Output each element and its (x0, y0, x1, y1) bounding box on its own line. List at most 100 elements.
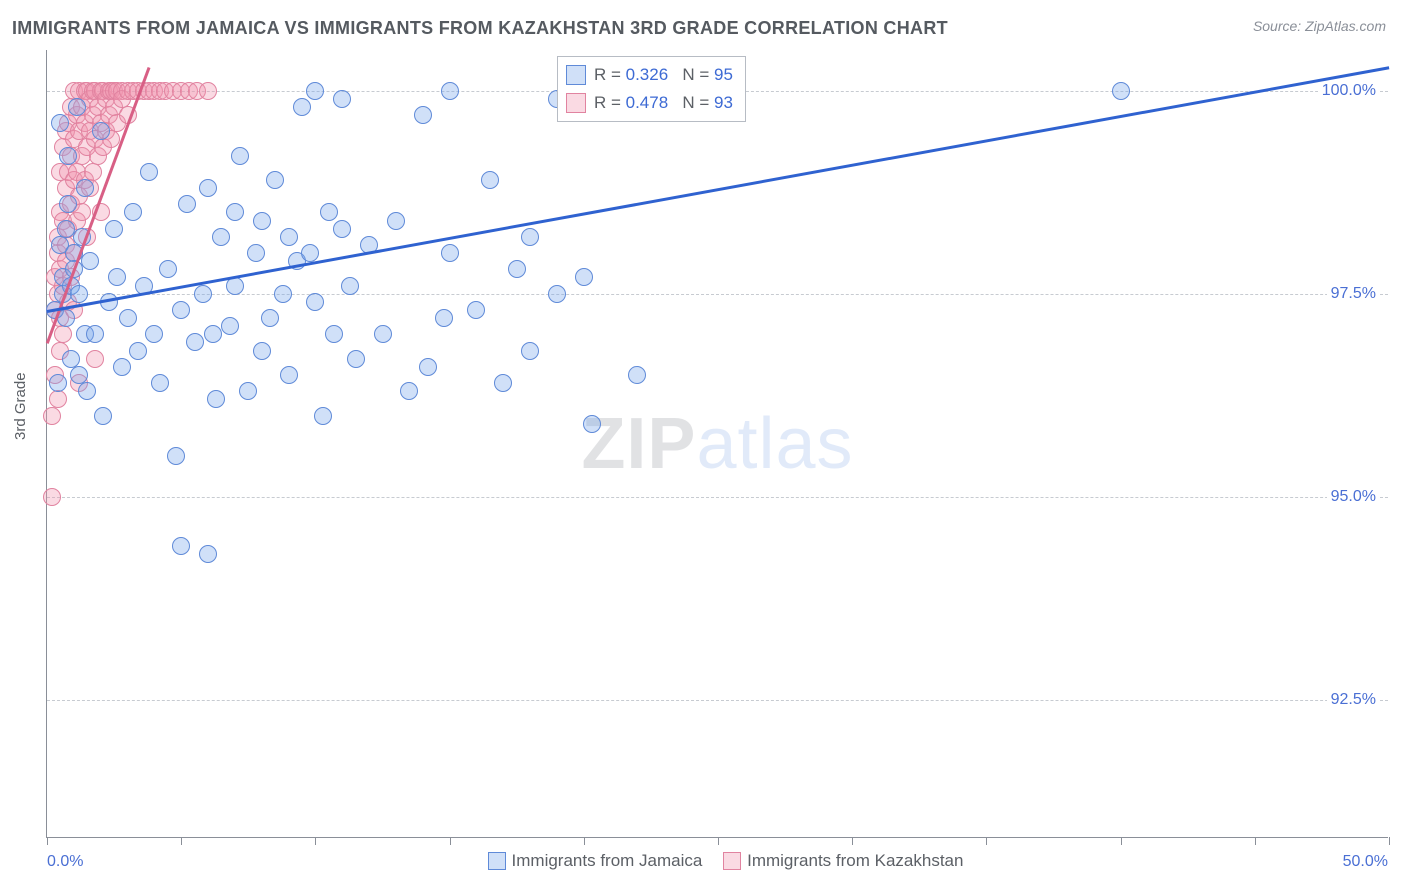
scatter-point-jamaica (325, 325, 343, 343)
x-tick (450, 837, 451, 845)
scatter-point-jamaica (247, 244, 265, 262)
bottom-legend: Immigrants from Jamaica Immigrants from … (47, 851, 1388, 871)
scatter-point-jamaica (583, 415, 601, 433)
legend-swatch (566, 93, 586, 113)
scatter-point-jamaica (239, 382, 257, 400)
legend-swatch (566, 65, 586, 85)
gridline-h (47, 497, 1388, 498)
stat-r-value: 0.478 (626, 93, 669, 112)
scatter-point-jamaica (70, 285, 88, 303)
x-tick (1255, 837, 1256, 845)
scatter-point-jamaica (280, 366, 298, 384)
scatter-point-jamaica (108, 268, 126, 286)
scatter-point-jamaica (231, 147, 249, 165)
scatter-point-jamaica (172, 301, 190, 319)
scatter-point-jamaica (81, 252, 99, 270)
stat-r-label: R = (594, 93, 626, 112)
scatter-point-jamaica (441, 244, 459, 262)
x-tick (986, 837, 987, 845)
scatter-point-jamaica (400, 382, 418, 400)
scatter-point-jamaica (124, 203, 142, 221)
scatter-point-jamaica (78, 382, 96, 400)
scatter-point-jamaica (68, 98, 86, 116)
scatter-point-kazakhstan (54, 325, 72, 343)
scatter-point-jamaica (306, 82, 324, 100)
scatter-point-jamaica (92, 122, 110, 140)
y-tick-label: 95.0% (1327, 488, 1380, 506)
scatter-point-jamaica (508, 260, 526, 278)
y-tick-label: 92.5% (1327, 691, 1380, 709)
stats-legend-row: R = 0.478 N = 93 (566, 89, 733, 117)
scatter-point-jamaica (226, 203, 244, 221)
x-tick (1389, 837, 1390, 845)
scatter-point-jamaica (266, 171, 284, 189)
scatter-point-kazakhstan (86, 350, 104, 368)
scatter-point-jamaica (212, 228, 230, 246)
scatter-point-kazakhstan (49, 390, 67, 408)
stats-legend: R = 0.326 N = 95R = 0.478 N = 93 (557, 56, 746, 122)
x-tick (852, 837, 853, 845)
scatter-point-jamaica (59, 147, 77, 165)
scatter-point-jamaica (435, 309, 453, 327)
scatter-point-jamaica (253, 342, 271, 360)
scatter-point-jamaica (86, 325, 104, 343)
scatter-point-jamaica (341, 277, 359, 295)
scatter-point-jamaica (306, 293, 324, 311)
scatter-point-jamaica (320, 203, 338, 221)
scatter-point-kazakhstan (84, 163, 102, 181)
watermark: ZIPatlas (581, 403, 853, 485)
scatter-point-jamaica (207, 390, 225, 408)
scatter-point-jamaica (199, 179, 217, 197)
scatter-point-jamaica (419, 358, 437, 376)
y-axis-label: 3rd Grade (12, 372, 29, 440)
scatter-point-jamaica (76, 179, 94, 197)
stat-n-label: N = (682, 65, 714, 84)
gridline-h (47, 700, 1388, 701)
scatter-point-jamaica (51, 114, 69, 132)
scatter-point-jamaica (374, 325, 392, 343)
stats-legend-row: R = 0.326 N = 95 (566, 61, 733, 89)
stat-n-value: 95 (714, 65, 733, 84)
scatter-point-jamaica (293, 98, 311, 116)
scatter-point-jamaica (113, 358, 131, 376)
x-tick (584, 837, 585, 845)
scatter-point-jamaica (274, 285, 292, 303)
scatter-point-jamaica (521, 342, 539, 360)
scatter-point-jamaica (301, 244, 319, 262)
scatter-point-jamaica (548, 285, 566, 303)
scatter-point-kazakhstan (43, 407, 61, 425)
x-tick (1121, 837, 1122, 845)
scatter-point-jamaica (333, 90, 351, 108)
scatter-point-kazakhstan (199, 82, 217, 100)
scatter-point-jamaica (467, 301, 485, 319)
scatter-point-jamaica (151, 374, 169, 392)
y-tick-label: 100.0% (1318, 82, 1380, 100)
x-tick (718, 837, 719, 845)
scatter-point-jamaica (314, 407, 332, 425)
y-tick-label: 97.5% (1327, 285, 1380, 303)
scatter-point-jamaica (129, 342, 147, 360)
x-tick (181, 837, 182, 845)
legend-swatch-kazakhstan (723, 852, 741, 870)
chart-container: IMMIGRANTS FROM JAMAICA VS IMMIGRANTS FR… (0, 0, 1406, 892)
scatter-point-jamaica (221, 317, 239, 335)
scatter-point-jamaica (94, 407, 112, 425)
scatter-point-jamaica (441, 82, 459, 100)
scatter-point-jamaica (186, 333, 204, 351)
scatter-point-jamaica (575, 268, 593, 286)
scatter-point-jamaica (387, 212, 405, 230)
scatter-point-jamaica (494, 374, 512, 392)
x-tick (315, 837, 316, 845)
gridline-h (47, 294, 1388, 295)
legend-label-jamaica: Immigrants from Jamaica (512, 851, 703, 870)
stat-r-label: R = (594, 65, 626, 84)
scatter-point-jamaica (261, 309, 279, 327)
scatter-point-kazakhstan (43, 488, 61, 506)
scatter-point-jamaica (280, 228, 298, 246)
scatter-point-jamaica (105, 220, 123, 238)
scatter-point-jamaica (167, 447, 185, 465)
plot-area: ZIPatlas 0.0% 50.0% Immigrants from Jama… (46, 50, 1388, 838)
scatter-point-jamaica (199, 545, 217, 563)
scatter-point-jamaica (159, 260, 177, 278)
scatter-point-jamaica (140, 163, 158, 181)
